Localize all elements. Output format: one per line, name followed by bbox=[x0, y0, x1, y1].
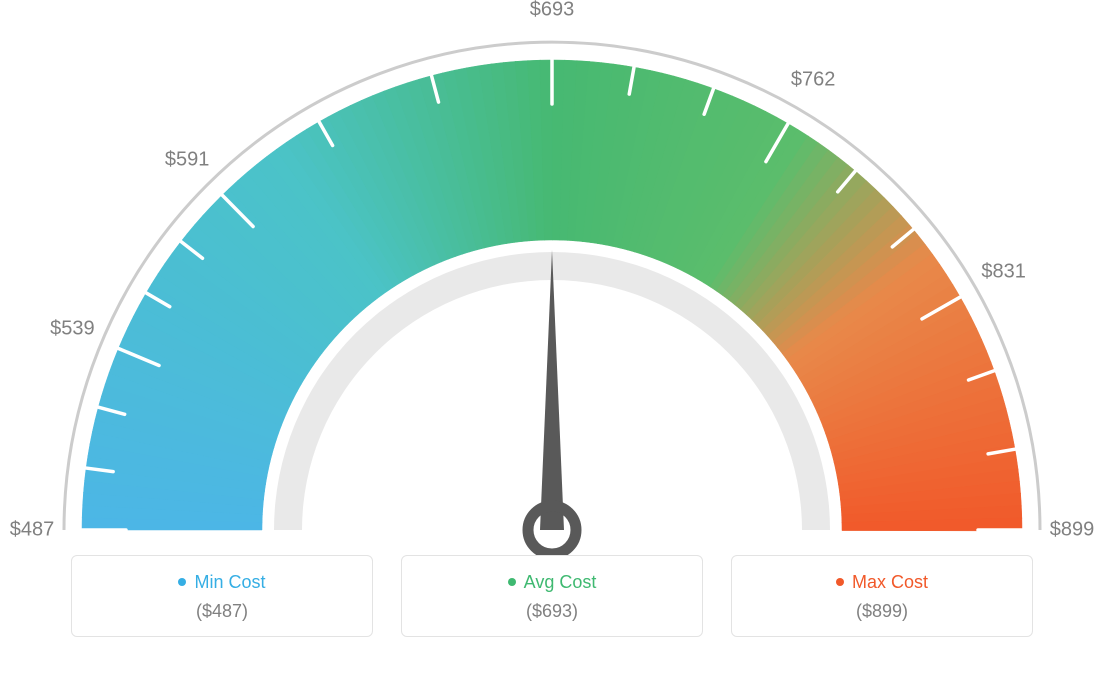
legend-title-max: Max Cost bbox=[732, 572, 1032, 593]
gauge-tick-label: $831 bbox=[981, 261, 1026, 284]
legend-card-min: Min Cost ($487) bbox=[71, 555, 373, 637]
legend-value-max: ($899) bbox=[732, 601, 1032, 622]
gauge-tick-label: $762 bbox=[791, 69, 836, 92]
gauge-needle bbox=[540, 250, 564, 530]
gauge-tick-label: $591 bbox=[165, 148, 210, 171]
legend-title-avg: Avg Cost bbox=[402, 572, 702, 593]
legend-row: Min Cost ($487) Avg Cost ($693) Max Cost… bbox=[0, 555, 1104, 657]
gauge-tick-label: $539 bbox=[50, 318, 95, 341]
gauge-svg bbox=[0, 0, 1104, 555]
gauge-tick-label: $487 bbox=[10, 519, 55, 542]
legend-value-avg: ($693) bbox=[402, 601, 702, 622]
legend-value-min: ($487) bbox=[72, 601, 372, 622]
legend-card-max: Max Cost ($899) bbox=[731, 555, 1033, 637]
gauge-chart: $487 $539 $591 $693 $762 $831 $899 bbox=[0, 0, 1104, 555]
gauge-tick-label: $693 bbox=[530, 0, 575, 22]
legend-card-avg: Avg Cost ($693) bbox=[401, 555, 703, 637]
legend-title-min: Min Cost bbox=[72, 572, 372, 593]
gauge-tick-label: $899 bbox=[1050, 519, 1095, 542]
